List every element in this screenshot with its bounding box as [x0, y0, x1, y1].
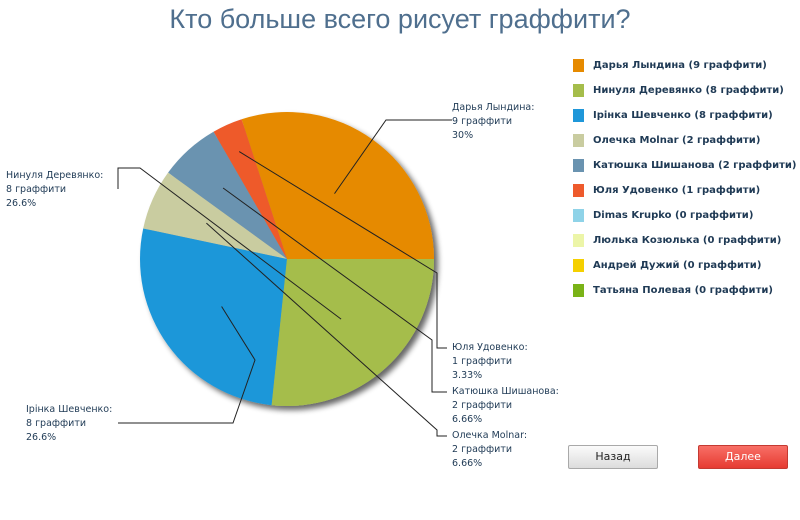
legend-swatch: [573, 134, 584, 147]
slice-label: Юля Удовенко: 1 граффити 3.33%: [452, 342, 528, 381]
slice-label: Олечка Molnar: 2 граффити 6.66%: [452, 430, 527, 469]
legend-label: Dimas Krupko (0 граффити): [593, 210, 754, 221]
back-button[interactable]: Назад: [568, 445, 658, 469]
pie-slice: [143, 172, 287, 259]
legend-item: Dimas Krupko (0 граффити): [573, 203, 798, 228]
legend-label: Катюшка Шишанова (2 граффити): [593, 160, 797, 171]
pie-slice: [241, 111, 434, 259]
legend-item: Катюшка Шишанова (2 граффити): [573, 153, 798, 178]
legend: Дарья Лындина (9 граффити) Нинуля Деревян…: [573, 53, 798, 303]
leader-line: [222, 187, 447, 393]
pie-slice: [168, 131, 287, 259]
next-button[interactable]: Далее: [698, 445, 788, 469]
legend-item: Дарья Лындина (9 граффити): [573, 53, 798, 78]
legend-item: Нинуля Деревянко (8 граффити): [573, 78, 798, 103]
slice-label: Нинуля Деревянко: 8 граффити 26.6%: [6, 170, 103, 209]
leader-line: [334, 119, 452, 194]
pie-slice: [271, 259, 434, 406]
leader-line: [118, 306, 256, 424]
legend-label: Юля Удовенко (1 граффити): [593, 185, 761, 196]
legend-label: Олечка Molnar (2 граффити): [593, 135, 761, 146]
legend-swatch: [573, 109, 584, 122]
legend-swatch: [573, 159, 584, 172]
legend-label: Ірінка Шевченко (8 граффити): [593, 110, 773, 121]
legend-label: Нинуля Деревянко (8 граффити): [593, 85, 784, 96]
leader-line: [117, 167, 342, 320]
legend-item: Олечка Molnar (2 граффити): [573, 128, 798, 153]
pie-chart: Дарья Лындина: 9 граффити 30% Юля Удовенко:…: [6, 102, 559, 469]
legend-swatch: [573, 184, 584, 197]
legend-label: Андрей Дужий (0 граффити): [593, 260, 762, 271]
legend-item: Татьяна Полевая (0 граффити): [573, 278, 798, 303]
chart-title: Кто больше всего рисует граффити?: [169, 4, 631, 34]
leader-line: [206, 222, 447, 437]
legend-swatch: [573, 209, 584, 222]
legend-item: Андрей Дужий (0 граффити): [573, 253, 798, 278]
legend-label: Люлька Козюлька (0 граффити): [593, 235, 782, 246]
legend-swatch: [573, 284, 584, 297]
legend-item: Люлька Козюлька (0 граффити): [573, 228, 798, 253]
legend-swatch: [573, 259, 584, 272]
slice-label: Дарья Лындина: 9 граффити 30%: [452, 102, 534, 141]
legend-label: Татьяна Полевая (0 граффити): [593, 285, 773, 296]
slice-label: Катюшка Шишанова: 2 граффити 6.66%: [452, 386, 559, 425]
legend-swatch: [573, 234, 584, 247]
legend-item: Юля Удовенко (1 граффити): [573, 178, 798, 203]
legend-label: Дарья Лындина (9 граффити): [593, 60, 767, 71]
legend-swatch: [573, 59, 584, 72]
leader-line: [238, 151, 447, 349]
legend-swatch: [573, 84, 584, 97]
pie-slice: [139, 228, 287, 406]
legend-item: Ірінка Шевченко (8 граффити): [573, 103, 798, 128]
pie-slice: [213, 119, 287, 259]
slice-label: Ірінка Шевченко: 8 граффити 26.6%: [26, 404, 112, 443]
